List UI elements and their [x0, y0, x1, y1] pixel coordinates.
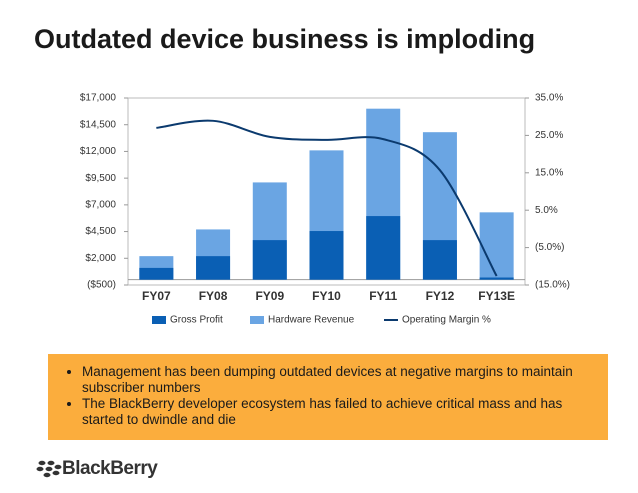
legend-label: Gross Profit	[170, 315, 223, 326]
logo: BlackBerry	[36, 458, 158, 480]
y-tick-label: $12,000	[80, 146, 117, 157]
y-tick-label: $4,500	[85, 226, 116, 237]
plot-frame	[127, 97, 526, 286]
y-tick-label: $17,000	[80, 93, 117, 104]
x-tick-label: FY11	[369, 289, 397, 303]
legend-swatch	[152, 316, 166, 324]
margin-line	[156, 119, 498, 277]
y-tick-label: $2,000	[85, 253, 116, 264]
bar	[252, 240, 287, 280]
x-tick-label: FY13E	[478, 289, 515, 303]
y-tick-label: $7,000	[85, 199, 116, 210]
y2-tick-label: 25.0%	[535, 130, 563, 141]
bullet-box: Management has been dumping outdated dev…	[48, 354, 608, 440]
bar	[422, 240, 457, 280]
y2-tick-label: (15.0%)	[535, 280, 570, 291]
x-tick-label: FY09	[255, 289, 284, 303]
y-tick-label: $9,500	[85, 173, 116, 184]
legend-swatch	[250, 316, 264, 324]
y2-tick-label: (5.0%)	[535, 242, 564, 253]
y2-tick-label: 5.0%	[535, 205, 558, 216]
y-tick-label: ($500)	[87, 280, 116, 291]
legend-label: Operating Margin %	[402, 315, 491, 326]
x-tick-label: FY10	[312, 289, 341, 303]
bullet: Management has been dumping outdated dev…	[82, 364, 594, 396]
slide-title: Outdated device business is imploding	[34, 24, 536, 54]
bar	[479, 212, 514, 280]
bar	[479, 277, 514, 280]
bar	[139, 267, 174, 280]
bar	[309, 231, 344, 280]
x-tick-label: FY08	[199, 289, 228, 303]
logo-text: BlackBerry	[62, 458, 158, 479]
chart: ($500) $2,000 $4,500 $7,000 $9,500 $12,000 $14…	[80, 93, 570, 326]
x-tick-label: FY07	[142, 289, 171, 303]
logo-icon	[36, 460, 62, 478]
y2-tick-label: 15.0%	[535, 167, 563, 178]
bullet: The BlackBerry developer ecosystem has f…	[82, 396, 594, 428]
y2-tick-label: 35.0%	[535, 93, 563, 104]
bar	[366, 216, 401, 280]
y-tick-label: $14,500	[80, 119, 117, 130]
x-tick-label: FY12	[426, 289, 455, 303]
bar	[196, 256, 231, 280]
legend-label: Hardware Revenue	[268, 315, 355, 326]
bullet-list: Management has been dumping outdated dev…	[58, 364, 594, 428]
